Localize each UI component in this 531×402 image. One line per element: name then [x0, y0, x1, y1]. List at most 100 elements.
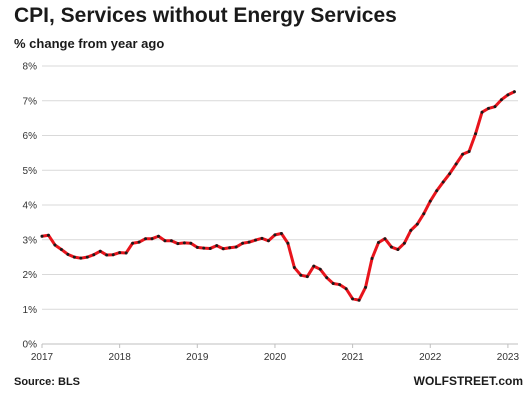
y-tick-label: 7%	[23, 96, 38, 107]
data-point	[318, 267, 322, 271]
data-point	[441, 180, 445, 184]
x-axis: 2017 2018 2019 2020 2021 2022 2023	[31, 343, 520, 363]
y-axis: 0% 1% 2% 3% 4% 5% 6% 7% 8%	[23, 62, 38, 351]
data-point	[118, 251, 122, 255]
grid-lines	[42, 65, 518, 310]
data-point	[85, 255, 89, 259]
data-point	[402, 241, 406, 245]
data-point	[92, 253, 96, 257]
data-point	[299, 273, 303, 277]
data-point	[195, 245, 199, 249]
data-point	[448, 172, 452, 176]
y-tick-label: 5%	[23, 166, 38, 177]
data-point	[389, 245, 393, 249]
data-point	[409, 228, 413, 232]
data-point	[512, 90, 516, 94]
data-point	[344, 287, 348, 291]
x-tick-label: 2023	[497, 352, 520, 363]
data-point	[150, 237, 154, 241]
series-group	[40, 90, 516, 302]
series-line	[40, 90, 516, 302]
data-point	[79, 256, 83, 260]
data-point	[182, 241, 186, 245]
x-tick-label: 2021	[341, 352, 364, 363]
data-point	[506, 93, 510, 97]
data-point	[279, 232, 283, 235]
data-point	[273, 233, 277, 237]
x-tick-label: 2017	[31, 352, 54, 363]
data-point	[454, 162, 458, 166]
data-point	[351, 297, 355, 301]
data-point	[202, 246, 206, 250]
chart-subtitle: % change from year ago	[14, 36, 165, 51]
chart-title: CPI, Services without Energy Services	[14, 4, 397, 27]
data-point	[163, 239, 167, 243]
data-point	[53, 243, 57, 247]
data-point	[66, 252, 70, 256]
data-point	[176, 242, 180, 246]
data-point	[486, 106, 490, 110]
brand-label: WOLFSTREET.com	[413, 374, 523, 388]
y-tick-label: 8%	[23, 62, 38, 73]
source-note: Source: BLS	[14, 376, 81, 388]
x-tick-label: 2020	[264, 352, 287, 363]
data-point	[422, 212, 426, 216]
data-point	[357, 298, 361, 302]
data-point	[364, 285, 368, 289]
data-point	[234, 245, 238, 249]
data-point	[286, 241, 290, 245]
data-point	[383, 237, 387, 241]
data-point	[137, 240, 141, 244]
data-point	[474, 132, 478, 136]
y-tick-label: 4%	[23, 201, 38, 212]
data-point	[241, 241, 245, 245]
data-point	[305, 275, 309, 279]
data-point	[111, 253, 115, 257]
data-point	[221, 247, 225, 251]
data-point	[247, 240, 251, 244]
data-point	[338, 283, 342, 287]
data-point	[415, 222, 419, 226]
y-tick-label: 0%	[23, 340, 38, 351]
data-point	[40, 234, 44, 238]
data-point	[461, 152, 465, 156]
y-tick-label: 3%	[23, 235, 38, 246]
data-point	[189, 241, 193, 245]
data-point	[228, 246, 232, 250]
data-point	[105, 253, 109, 257]
data-point	[266, 239, 270, 243]
data-point	[254, 238, 258, 242]
data-point	[292, 266, 296, 270]
data-point	[144, 237, 148, 241]
data-point	[428, 199, 432, 203]
data-point	[260, 236, 264, 240]
data-point	[169, 239, 173, 243]
data-point	[72, 255, 76, 259]
data-point	[493, 105, 497, 109]
data-point	[376, 241, 380, 245]
data-point	[156, 234, 160, 238]
data-point	[370, 257, 374, 261]
data-point	[467, 149, 471, 153]
data-point	[499, 98, 503, 102]
data-point	[131, 241, 135, 245]
data-point	[124, 251, 128, 255]
data-point	[312, 264, 316, 268]
data-point	[215, 244, 219, 248]
data-point	[480, 110, 484, 114]
data-point	[208, 246, 212, 250]
x-tick-label: 2018	[109, 352, 132, 363]
data-point	[98, 249, 102, 253]
data-point	[59, 247, 63, 251]
y-tick-label: 6%	[23, 131, 38, 142]
data-point	[325, 276, 329, 280]
data-point	[46, 233, 50, 237]
data-point	[331, 282, 335, 286]
x-tick-label: 2022	[419, 352, 442, 363]
x-tick-label: 2019	[186, 352, 209, 363]
data-point	[435, 189, 439, 193]
data-point	[396, 247, 400, 251]
y-tick-label: 2%	[23, 270, 38, 281]
y-tick-label: 1%	[23, 305, 38, 316]
